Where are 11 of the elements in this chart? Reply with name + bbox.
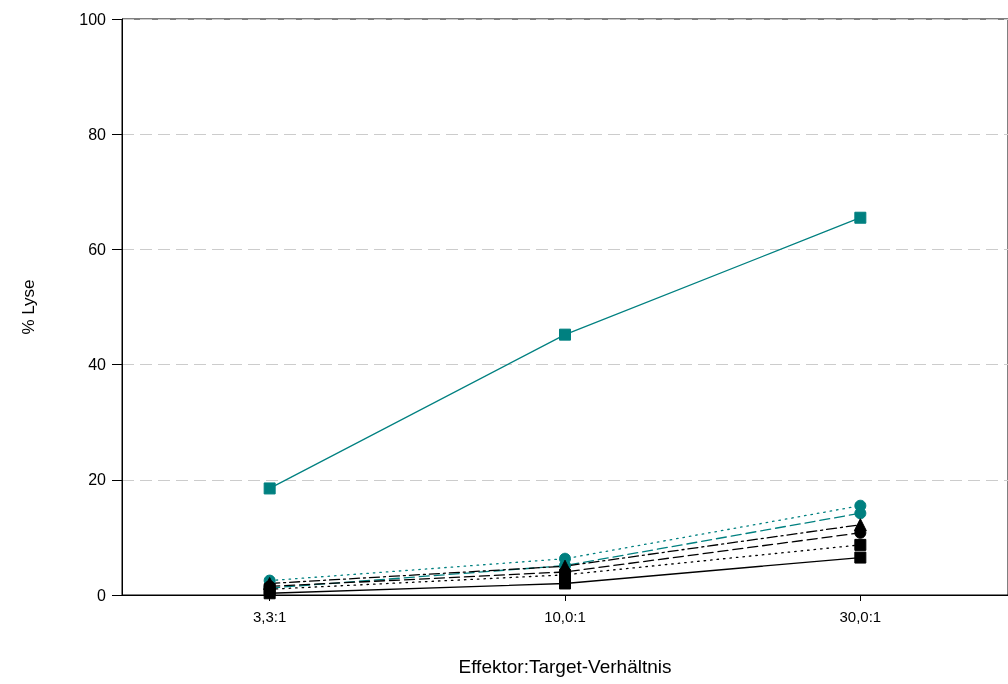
x-tick-label: 30,0:1 xyxy=(839,608,882,625)
x-tick-label: 3,3:1 xyxy=(252,608,287,625)
x-axis-title: Effektor:Target-Verhältnis xyxy=(458,656,672,677)
x-tick-label: 10,0:1 xyxy=(544,608,586,625)
y-tick-label: 80 xyxy=(88,125,107,143)
y-tick-label: 20 xyxy=(88,471,107,489)
y-tick-label: 100 xyxy=(79,10,107,28)
y-tick-label: 40 xyxy=(88,356,107,374)
y-axis-title: % Lyse xyxy=(19,279,38,335)
y-tick-label: 0 xyxy=(97,586,107,604)
y-tick-label: 60 xyxy=(88,240,107,258)
